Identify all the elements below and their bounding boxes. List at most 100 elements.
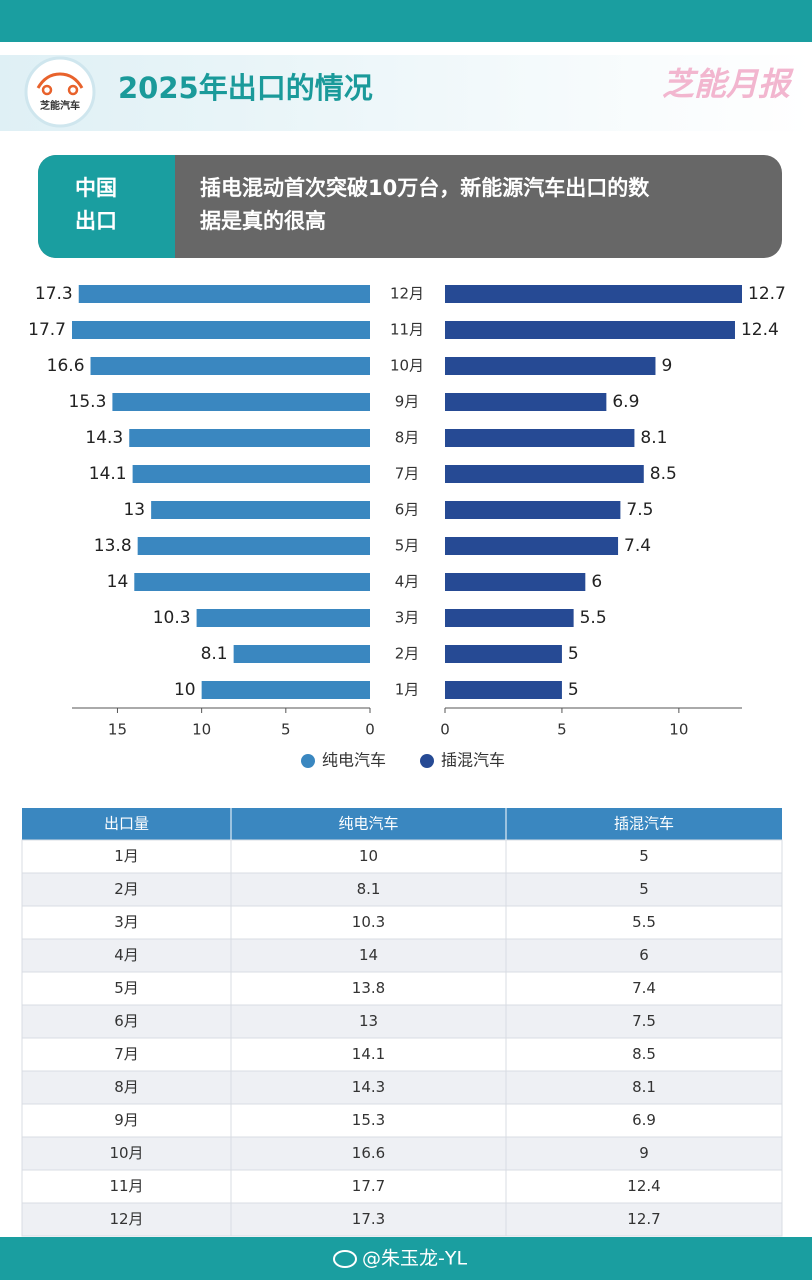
bar bbox=[78, 285, 370, 303]
bar bbox=[112, 393, 371, 411]
value-label: 14.1 bbox=[89, 464, 127, 484]
table-cell: 14 bbox=[359, 946, 378, 964]
table-cell: 8月 bbox=[114, 1078, 139, 1096]
x-tick-label: 10 bbox=[669, 721, 688, 739]
table-cell: 14.1 bbox=[352, 1045, 385, 1063]
value-label: 12.4 bbox=[741, 320, 779, 340]
category-label: 9月 bbox=[395, 393, 420, 411]
title: 2025年出口的情况 bbox=[118, 71, 373, 105]
value-label: 17.7 bbox=[28, 320, 66, 340]
value-label: 8.5 bbox=[650, 464, 677, 484]
table-cell: 11月 bbox=[109, 1177, 143, 1195]
table-header-cell: 纯电汽车 bbox=[338, 815, 398, 833]
table-header-cell: 插混汽车 bbox=[614, 815, 674, 833]
table-row-bg bbox=[21, 1202, 783, 1237]
bar bbox=[445, 285, 742, 303]
logo-car bbox=[36, 72, 84, 89]
table-row-bg bbox=[21, 1004, 783, 1039]
value-label: 5 bbox=[568, 680, 579, 700]
x-tick-label: 5 bbox=[281, 721, 291, 739]
table-cell: 6 bbox=[639, 946, 649, 964]
legend-marker bbox=[301, 754, 315, 768]
bar bbox=[445, 429, 635, 447]
table-cell: 6月 bbox=[114, 1012, 139, 1030]
table-cell: 17.3 bbox=[352, 1210, 385, 1228]
bar bbox=[129, 429, 370, 447]
value-label: 8.1 bbox=[201, 644, 228, 664]
bar bbox=[445, 501, 621, 519]
bar bbox=[445, 645, 562, 663]
table-cell: 13 bbox=[359, 1012, 378, 1030]
table-cell: 14.3 bbox=[352, 1078, 385, 1096]
value-label: 15.3 bbox=[69, 392, 107, 412]
table-cell: 10月 bbox=[109, 1144, 143, 1162]
bar bbox=[445, 537, 619, 555]
table-cell: 17.7 bbox=[352, 1177, 385, 1195]
bar bbox=[151, 501, 370, 519]
table-row-bg bbox=[21, 1136, 783, 1171]
table-cell: 7.4 bbox=[632, 979, 656, 997]
category-label: 7月 bbox=[395, 465, 420, 483]
table-cell: 3月 bbox=[114, 913, 139, 931]
banner-tag-bg bbox=[38, 155, 175, 258]
table-row-bg bbox=[21, 971, 783, 1006]
category-label: 3月 bbox=[395, 609, 420, 627]
table-cell: 7月 bbox=[114, 1045, 139, 1063]
table-cell: 13.8 bbox=[352, 979, 385, 997]
value-label: 5.5 bbox=[580, 608, 607, 628]
table-row-bg bbox=[21, 1169, 783, 1204]
bar bbox=[445, 609, 574, 627]
table-cell: 10 bbox=[359, 847, 378, 865]
bar bbox=[445, 357, 656, 375]
value-label: 10.3 bbox=[153, 608, 191, 628]
table-cell: 5 bbox=[639, 847, 649, 865]
category-label: 4月 bbox=[395, 573, 420, 591]
table-cell: 1月 bbox=[114, 847, 139, 865]
bar bbox=[201, 681, 370, 699]
footer-handle: @朱玉龙-YL bbox=[362, 1248, 467, 1270]
table-header-bg bbox=[22, 808, 782, 840]
bar bbox=[445, 393, 607, 411]
footer-bar bbox=[0, 1237, 812, 1280]
legend-marker bbox=[420, 754, 434, 768]
table-cell: 7.5 bbox=[632, 1012, 656, 1030]
table-row-bg bbox=[21, 1103, 783, 1138]
table-cell: 2月 bbox=[114, 880, 139, 898]
value-label: 6 bbox=[591, 572, 602, 592]
table-row-bg bbox=[21, 1037, 783, 1072]
bar bbox=[445, 321, 735, 339]
bar bbox=[445, 681, 562, 699]
banner-tag: 出口 bbox=[75, 209, 117, 233]
table-cell: 8.1 bbox=[357, 880, 381, 898]
table-row-bg bbox=[21, 1070, 783, 1105]
table-cell: 12.4 bbox=[627, 1177, 660, 1195]
banner-text: 据是真的很高 bbox=[200, 209, 326, 233]
x-tick-label: 0 bbox=[365, 721, 375, 739]
bar bbox=[445, 573, 586, 591]
table-cell: 8.1 bbox=[632, 1078, 656, 1096]
table-cell: 9月 bbox=[114, 1111, 139, 1129]
banner-tag: 中国 bbox=[75, 176, 117, 200]
table-cell: 16.6 bbox=[352, 1144, 385, 1162]
table-header-cell: 出口量 bbox=[104, 815, 149, 833]
logo-wheel bbox=[67, 84, 79, 96]
value-label: 13.8 bbox=[94, 536, 132, 556]
bar bbox=[72, 321, 370, 339]
value-label: 7.4 bbox=[624, 536, 651, 556]
value-label: 14 bbox=[107, 572, 129, 592]
table-cell: 5.5 bbox=[632, 913, 656, 931]
banner bbox=[38, 155, 782, 258]
bar bbox=[134, 573, 370, 591]
table-cell: 15.3 bbox=[352, 1111, 385, 1129]
value-label: 7.5 bbox=[626, 500, 653, 520]
value-label: 5 bbox=[568, 644, 579, 664]
value-label: 17.3 bbox=[35, 284, 73, 304]
table-cell: 8.5 bbox=[632, 1045, 656, 1063]
bar bbox=[196, 609, 370, 627]
table-cell: 5月 bbox=[114, 979, 139, 997]
logo-wheel bbox=[41, 84, 53, 96]
table-cell: 12.7 bbox=[627, 1210, 660, 1228]
value-label: 10 bbox=[174, 680, 196, 700]
value-label: 13 bbox=[123, 500, 145, 520]
